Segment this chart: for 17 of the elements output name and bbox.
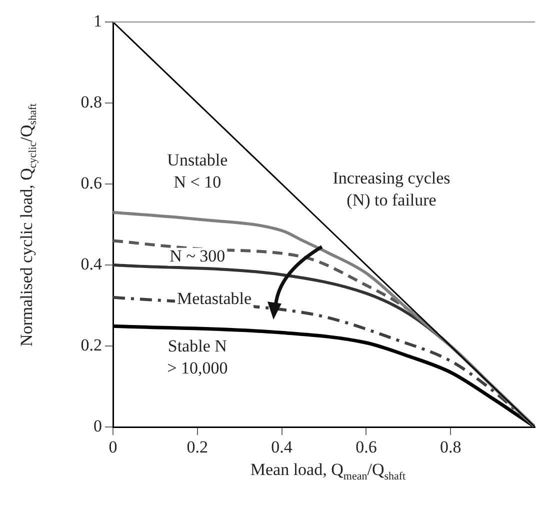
y-tick-label: 0.6 (80, 173, 102, 192)
annotation: Stable N > 10,000 (167, 336, 228, 378)
x-tick-label: 0.6 (356, 438, 377, 457)
x-tick-label: 0.4 (271, 438, 293, 457)
annotation: Increasing cycles (N) to failure (332, 168, 450, 210)
x-tick-label: 0.8 (440, 438, 462, 457)
y-tick-label: 0 (94, 416, 102, 436)
x-axis-title: Mean load, Q$_{mean}$/Q$_{shaft}$ (249, 460, 407, 482)
annotation: Unstable N < 10 (167, 150, 228, 192)
y-tick-label: 0.2 (80, 335, 102, 354)
x-tick-label: 0 (108, 438, 118, 457)
annotation: Metastable (176, 288, 252, 308)
x-tick-label: 0.2 (186, 438, 208, 457)
y-tick-label: 0.8 (80, 92, 102, 112)
y-tick-label: 0.4 (80, 254, 102, 274)
annotation: N ~ 300 (170, 246, 226, 266)
y-tick-label: 1 (94, 11, 102, 30)
